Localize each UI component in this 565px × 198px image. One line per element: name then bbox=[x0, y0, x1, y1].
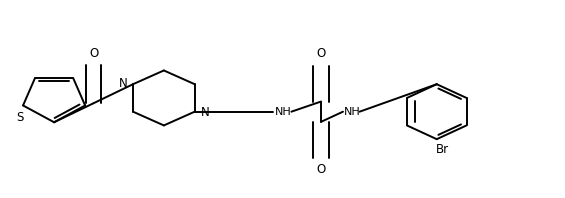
Text: N: N bbox=[201, 106, 210, 119]
Text: Br: Br bbox=[436, 143, 449, 156]
Text: O: O bbox=[89, 47, 98, 60]
Text: N: N bbox=[119, 77, 127, 90]
Text: S: S bbox=[16, 111, 24, 124]
Text: O: O bbox=[316, 163, 325, 176]
Text: NH: NH bbox=[344, 107, 361, 117]
Text: NH: NH bbox=[275, 107, 292, 117]
Text: O: O bbox=[316, 48, 325, 60]
